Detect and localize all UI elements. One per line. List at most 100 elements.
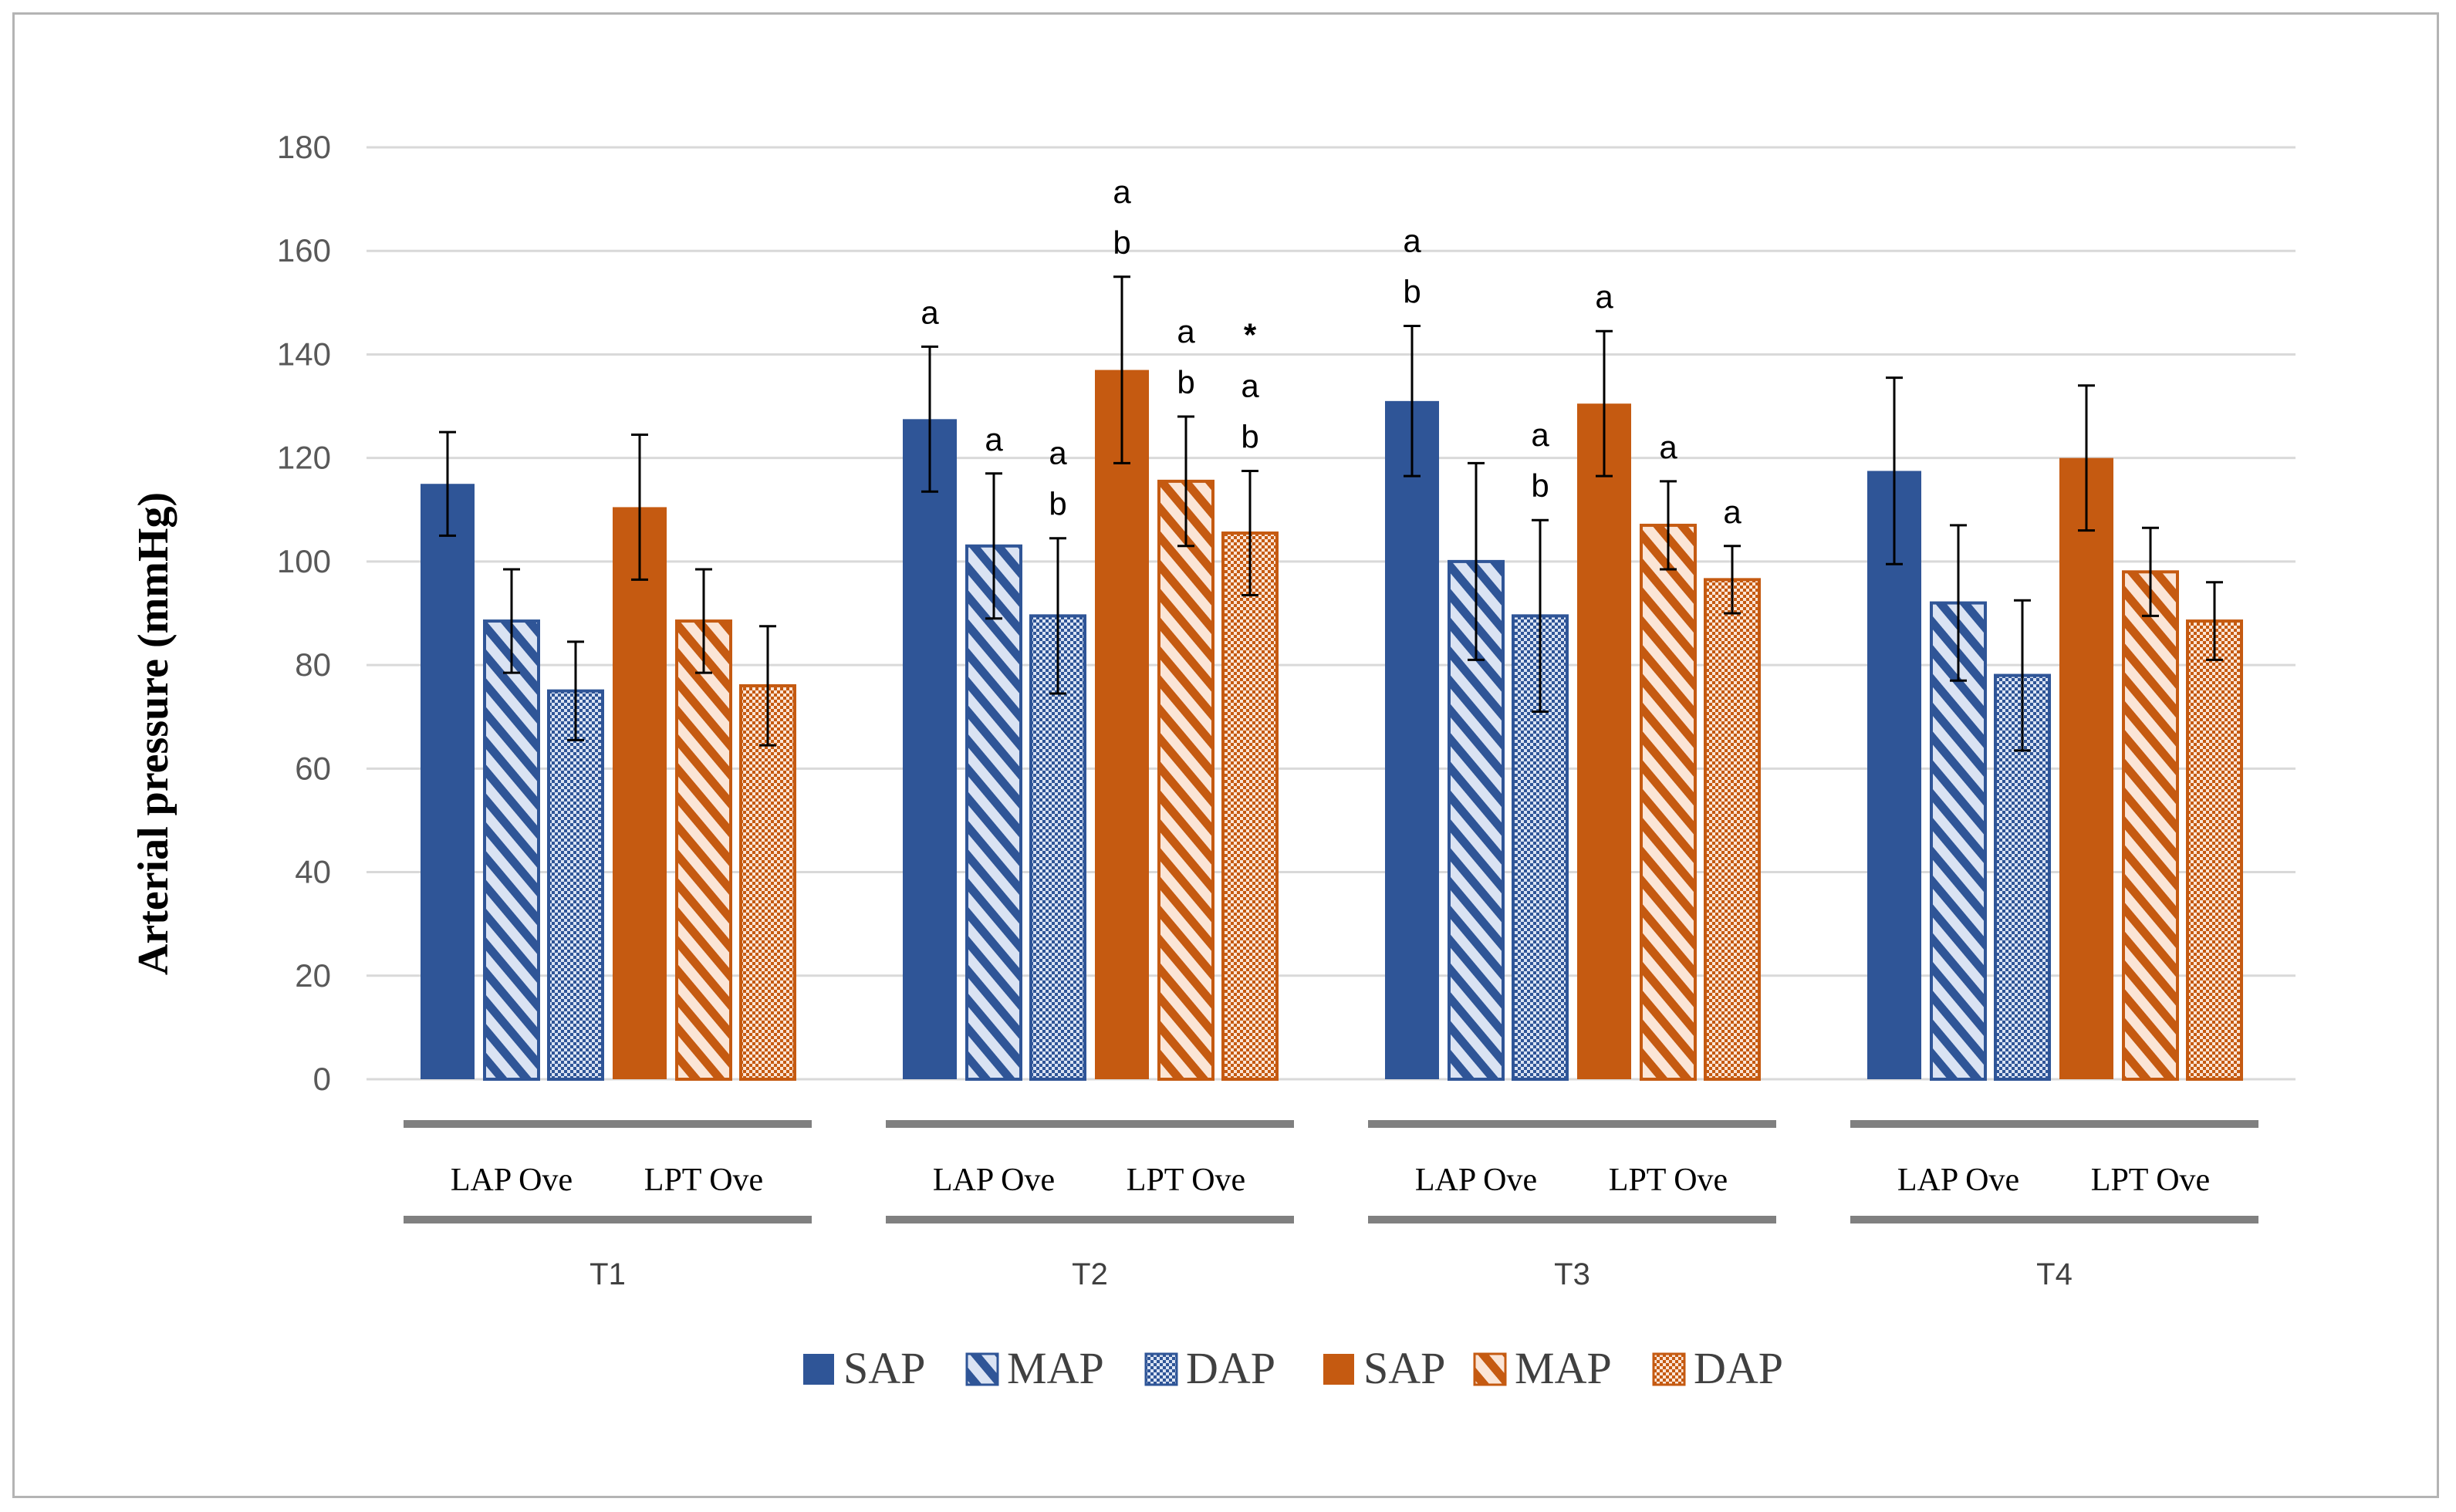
bar-t2-lap-ove-sap [903, 419, 957, 1079]
annotation-label: a [1049, 435, 1067, 471]
annotation-label: a [1241, 367, 1259, 403]
annotation-label: b [1113, 224, 1130, 261]
group-label: LPT Ove [1609, 1163, 1728, 1198]
error-bar [2078, 384, 2095, 532]
legend-swatch [1144, 1352, 1178, 1386]
annotation-label: a [1531, 417, 1549, 453]
y-tick-label: 140 [277, 336, 331, 372]
timepoint-label: T3 [1554, 1257, 1590, 1291]
error-bar [1950, 524, 1967, 682]
legend-item: SAP [1323, 1343, 1445, 1393]
annotation-label: a [1177, 313, 1195, 349]
legend-item: DAP [1144, 1343, 1275, 1393]
legend-item: MAP [1473, 1343, 1612, 1393]
annotation-label: * [1244, 316, 1257, 353]
group-label: LPT Ove [1127, 1163, 1245, 1198]
error-bar [1660, 480, 1677, 571]
annotation-label: b [1177, 364, 1194, 400]
bar-t2-lpt-ove-sap [1095, 370, 1149, 1080]
error-bar [567, 640, 584, 741]
y-tick-label: 120 [277, 440, 331, 476]
legend-label: SAP [1363, 1343, 1445, 1393]
legend-swatch [1473, 1352, 1507, 1386]
error-bar [503, 568, 520, 674]
legend-item: SAP [803, 1343, 925, 1393]
error-bar [921, 345, 938, 493]
error-bar [1404, 325, 1421, 478]
bar-t1-lpt-ove-sap [613, 507, 667, 1079]
y-tick-label: 180 [277, 129, 331, 165]
annotation-label: b [1241, 418, 1258, 454]
bar-t3-lpt-ove-sap [1577, 403, 1631, 1079]
error-bar [1049, 537, 1066, 695]
legend-label: DAP [1186, 1343, 1275, 1393]
y-axis-ticks: 0 20 40 60 80 100 120 140 160 180 [277, 129, 331, 1097]
bar-t3-lpt-ove-map [1640, 523, 1697, 1081]
bar-t2-lap-ove-map [965, 544, 1022, 1081]
group-label: LAP Ove [1897, 1163, 2019, 1198]
y-axis-title: Arterial pressure (mmHg) [130, 492, 177, 975]
error-bar [1886, 376, 1903, 565]
y-tick-label: 80 [295, 646, 331, 683]
error-bar [2014, 599, 2031, 752]
error-bars [439, 275, 2223, 752]
error-bar [1177, 415, 1194, 548]
bar-t1-lap-ove-sap [421, 484, 475, 1079]
group-label: LAP Ove [451, 1163, 573, 1198]
group-label: LAP Ove [1415, 1163, 1537, 1198]
legend-label: DAP [1694, 1343, 1783, 1393]
y-tick-label: 60 [295, 750, 331, 786]
bar-t4-lpt-ove-map [2122, 570, 2179, 1081]
annotation-label: b [1531, 467, 1549, 504]
legend-swatch [1323, 1354, 1354, 1385]
error-bar [1596, 329, 1613, 478]
annotation-label: a [985, 421, 1003, 457]
legend-swatch [1652, 1352, 1686, 1386]
error-bar [695, 568, 712, 674]
y-tick-label: 20 [295, 957, 331, 994]
bar-t2-lpt-ove-dap [1221, 531, 1279, 1081]
bar-t4-lpt-ove-sap [2059, 457, 2113, 1079]
error-bar [2206, 581, 2223, 661]
bar-t4-lap-ove-dap [1994, 673, 2051, 1081]
error-bar [759, 625, 776, 747]
group-label: LPT Ove [2091, 1163, 2210, 1198]
legend-swatch [803, 1354, 834, 1385]
annotation-label: a [1659, 429, 1677, 465]
error-bar [1724, 545, 1741, 615]
error-bar [1242, 469, 1258, 597]
legend-item: DAP [1652, 1343, 1783, 1393]
legend-swatch [965, 1352, 999, 1386]
bars [421, 370, 2243, 1082]
error-bar [1113, 275, 1130, 464]
bar-t1-lap-ove-dap [547, 689, 604, 1082]
timepoint-label: T1 [590, 1257, 626, 1291]
error-bar [1532, 518, 1549, 714]
legend-label: MAP [1007, 1343, 1104, 1393]
annotation-label: a [1403, 223, 1421, 259]
bar-t1-lpt-ove-map [675, 619, 732, 1081]
bar-t4-lap-ove-map [1930, 601, 1987, 1081]
group-label: LAP Ove [933, 1163, 1055, 1198]
legend-label: SAP [843, 1343, 925, 1393]
timepoint-label: T2 [1072, 1257, 1108, 1291]
bar-t3-lpt-ove-dap [1704, 578, 1761, 1081]
bar-chart: 0 20 40 60 80 100 120 140 160 180 Arterial pressu… [130, 129, 2296, 1393]
bar-t4-lap-ove-sap [1867, 471, 1921, 1079]
legend-item: MAP [965, 1343, 1104, 1393]
bar-t1-lap-ove-map [483, 619, 540, 1081]
x-axis-category-labels: LAP Ove LPT Ove T1 LAP Ove LPT Ove T2 LAP Ove L… [404, 1120, 2258, 1291]
annotation-label: b [1403, 274, 1421, 310]
error-bar [631, 433, 648, 581]
y-tick-label: 0 [313, 1061, 331, 1097]
legend-label: MAP [1515, 1343, 1612, 1393]
error-bar [2142, 526, 2159, 617]
bar-t2-lpt-ove-map [1157, 479, 1214, 1081]
annotation-label: a [1595, 278, 1613, 315]
error-bar [985, 472, 1002, 620]
error-bar [1468, 461, 1485, 661]
bar-t3-lap-ove-sap [1385, 400, 1439, 1079]
group-label: LPT Ove [644, 1163, 763, 1198]
y-tick-label: 100 [277, 543, 331, 579]
